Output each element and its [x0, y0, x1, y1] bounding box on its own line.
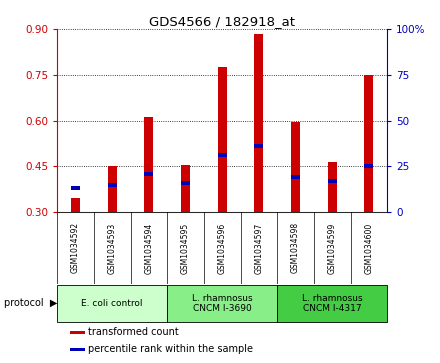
Bar — [71, 198, 80, 212]
Text: GSM1034594: GSM1034594 — [144, 222, 154, 274]
Title: GDS4566 / 182918_at: GDS4566 / 182918_at — [149, 15, 295, 28]
Text: protocol  ▶: protocol ▶ — [4, 298, 57, 309]
Bar — [181, 165, 190, 212]
Text: GSM1034597: GSM1034597 — [254, 222, 264, 274]
Bar — [70, 331, 85, 334]
Bar — [70, 348, 85, 351]
Bar — [254, 34, 264, 212]
FancyBboxPatch shape — [277, 285, 387, 322]
Bar — [218, 67, 227, 212]
Bar — [254, 144, 264, 148]
Text: GSM1034598: GSM1034598 — [291, 223, 300, 273]
Bar — [71, 186, 80, 190]
Bar — [364, 75, 374, 212]
Bar — [108, 183, 117, 187]
Text: L. rhamnosus
CNCM I-4317: L. rhamnosus CNCM I-4317 — [302, 294, 363, 313]
Bar — [328, 162, 337, 212]
Bar — [181, 181, 190, 185]
Text: GSM1034593: GSM1034593 — [108, 222, 117, 274]
Bar — [291, 122, 300, 212]
Bar — [291, 175, 300, 179]
Text: GSM1034596: GSM1034596 — [218, 222, 227, 274]
Bar — [108, 166, 117, 212]
Bar — [364, 164, 374, 168]
FancyBboxPatch shape — [167, 285, 277, 322]
Bar — [144, 118, 154, 212]
Bar — [328, 179, 337, 183]
Text: GSM1034595: GSM1034595 — [181, 222, 190, 274]
Text: L. rhamnosus
CNCM I-3690: L. rhamnosus CNCM I-3690 — [192, 294, 253, 313]
Text: E. coli control: E. coli control — [81, 299, 143, 308]
Text: transformed count: transformed count — [88, 327, 179, 337]
Bar — [144, 172, 154, 176]
Text: GSM1034600: GSM1034600 — [364, 222, 374, 274]
Text: percentile rank within the sample: percentile rank within the sample — [88, 344, 253, 354]
Text: GSM1034599: GSM1034599 — [328, 222, 337, 274]
Text: GSM1034592: GSM1034592 — [71, 223, 80, 273]
Bar — [218, 153, 227, 157]
FancyBboxPatch shape — [57, 285, 167, 322]
